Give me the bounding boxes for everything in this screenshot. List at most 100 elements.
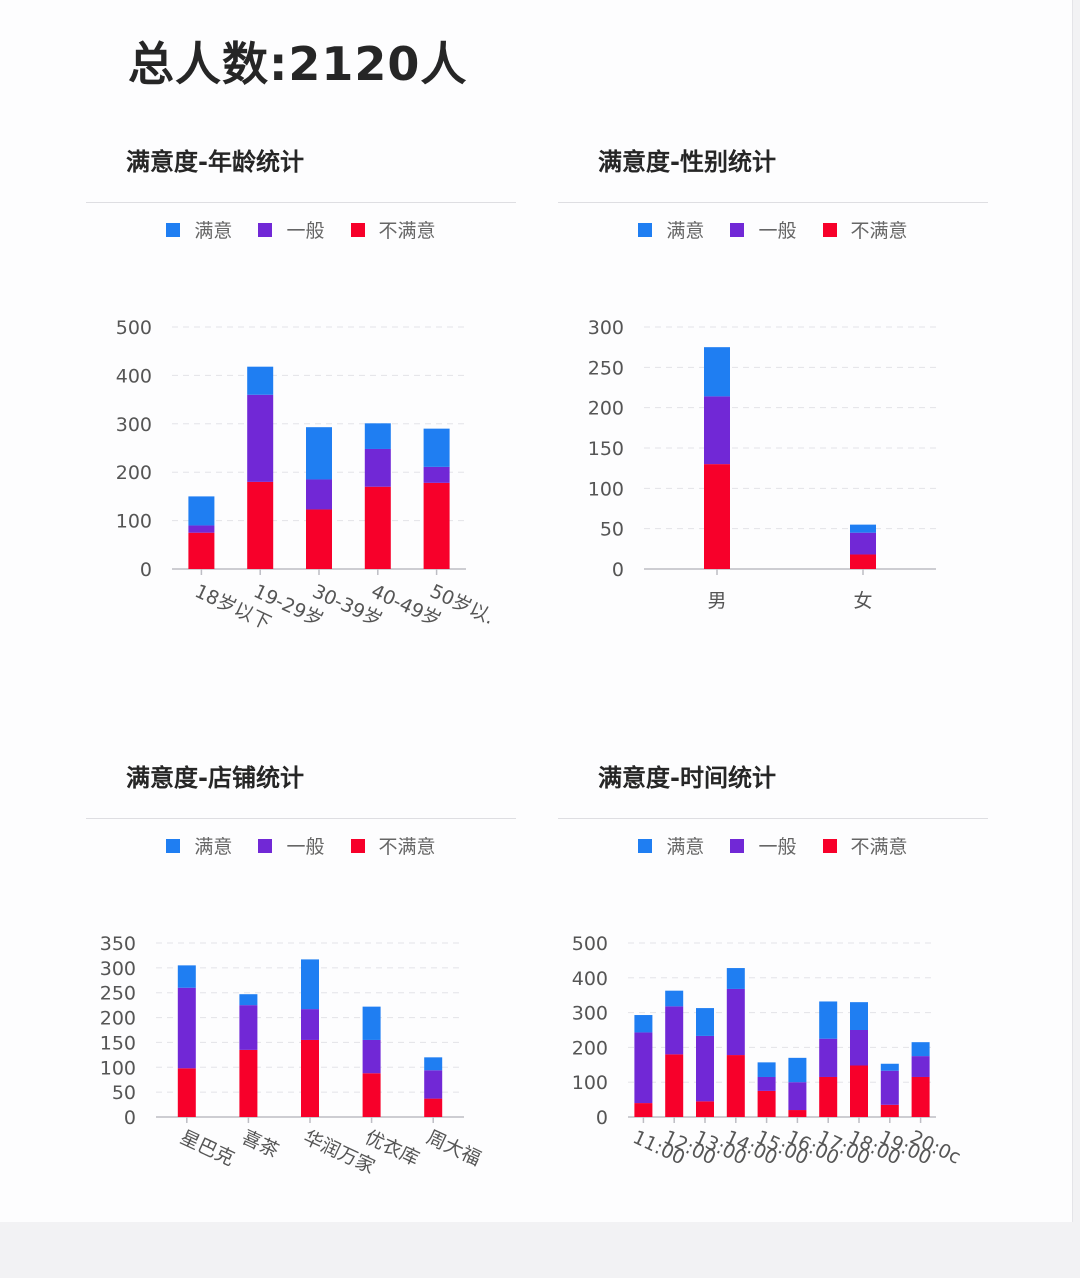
bar-segment[interactable]: [757, 1076, 776, 1091]
bar-segment[interactable]: [850, 1002, 868, 1030]
y-tick-label: 200: [572, 1037, 608, 1059]
bar-segment[interactable]: [247, 481, 274, 569]
bar-segment[interactable]: [911, 1042, 930, 1057]
legend-item-unsatisfied[interactable]: 不满意: [822, 832, 908, 859]
bar-segment[interactable]: [188, 525, 215, 533]
bar-segment[interactable]: [247, 394, 274, 482]
bar-segment[interactable]: [301, 1039, 319, 1117]
y-tick-label: 500: [572, 933, 608, 955]
bar-segment[interactable]: [362, 1039, 381, 1074]
y-tick-label: 100: [572, 1072, 608, 1094]
bar-segment[interactable]: [757, 1090, 776, 1117]
legend-label: 一般: [286, 836, 325, 858]
bar-segment[interactable]: [364, 486, 391, 569]
bar-segment[interactable]: [306, 479, 332, 510]
bar-segment[interactable]: [423, 466, 450, 483]
bar-segment[interactable]: [364, 423, 391, 449]
bar-segment[interactable]: [362, 1073, 381, 1117]
bar-segment[interactable]: [424, 1098, 443, 1117]
bar-segment[interactable]: [819, 1001, 838, 1039]
bar-segment[interactable]: [880, 1063, 899, 1071]
panel-gender: 满意度-性别统计 满意 一般 不满意 0 50 100 150 200 250 300 男 女: [558, 142, 988, 662]
bar-segment[interactable]: [177, 987, 196, 1069]
bar-segment[interactable]: [696, 1008, 714, 1036]
legend-label: 不满意: [850, 836, 908, 858]
bar-segment[interactable]: [850, 524, 876, 533]
legend-swatch: [822, 222, 837, 237]
bar-segment[interactable]: [424, 1070, 443, 1099]
bar-segment[interactable]: [788, 1057, 807, 1083]
bar-segment[interactable]: [634, 1015, 653, 1033]
bar-segment[interactable]: [788, 1110, 807, 1117]
bar-segment[interactable]: [306, 509, 332, 569]
legend-label: 满意: [194, 836, 233, 858]
bar-segment[interactable]: [424, 1057, 443, 1071]
legend-item-satisfied[interactable]: 满意: [166, 832, 232, 859]
bar-segment[interactable]: [247, 366, 274, 395]
bar-segment[interactable]: [364, 448, 391, 487]
bar-segment[interactable]: [665, 990, 684, 1007]
legend-label: 满意: [666, 836, 705, 858]
bar-segment[interactable]: [880, 1070, 899, 1105]
bar-segment[interactable]: [177, 1068, 196, 1117]
bar-segment[interactable]: [423, 482, 450, 569]
legend-swatch: [638, 838, 653, 853]
x-tick-label: 星巴克: [177, 1126, 238, 1170]
bar-segment[interactable]: [726, 1055, 745, 1117]
bar-segment[interactable]: [239, 994, 258, 1006]
bar-segment[interactable]: [704, 347, 730, 397]
legend-item-unsatisfied[interactable]: 不满意: [350, 216, 436, 243]
legend-item-satisfied[interactable]: 满意: [638, 832, 704, 859]
bar-segment[interactable]: [665, 1054, 684, 1117]
bar-segment[interactable]: [696, 1035, 714, 1102]
bar-segment[interactable]: [880, 1104, 899, 1117]
bar-segment[interactable]: [726, 968, 745, 989]
bar-segment[interactable]: [911, 1056, 930, 1077]
chart-legend: 满意 一般 不满意: [86, 216, 516, 243]
legend-item-satisfied[interactable]: 满意: [166, 216, 232, 243]
bar-segment[interactable]: [850, 532, 876, 555]
panel-divider: [86, 818, 516, 819]
bar-segment[interactable]: [819, 1076, 838, 1117]
bar-segment[interactable]: [362, 1006, 381, 1040]
bar-segment[interactable]: [177, 965, 196, 988]
bar-segment[interactable]: [188, 532, 215, 569]
bar-segment[interactable]: [423, 428, 450, 467]
bar-segment[interactable]: [819, 1038, 838, 1077]
bar-segment[interactable]: [665, 1006, 684, 1055]
bar-segment[interactable]: [757, 1062, 776, 1077]
chart-time: 010020030040050011:0012:0013:0014:0015:0…: [572, 933, 964, 1169]
bar-segment[interactable]: [239, 1005, 258, 1050]
bar-segment[interactable]: [188, 496, 215, 526]
legend-item-neutral[interactable]: 一般: [258, 216, 325, 243]
chart-legend: 满意 一般 不满意: [558, 216, 988, 243]
bar-segment[interactable]: [696, 1101, 714, 1117]
bar-segment[interactable]: [726, 988, 745, 1056]
bar-segment[interactable]: [850, 1030, 868, 1066]
bar-segment[interactable]: [704, 464, 730, 569]
legend-item-neutral[interactable]: 一般: [730, 832, 797, 859]
legend-item-neutral[interactable]: 一般: [258, 832, 325, 859]
y-tick-label: 250: [100, 983, 136, 1005]
bar-segment[interactable]: [306, 427, 332, 480]
bar-segment[interactable]: [239, 1049, 258, 1117]
legend-item-unsatisfied[interactable]: 不满意: [822, 216, 908, 243]
bar-segment[interactable]: [704, 396, 730, 465]
panel-time: 满意度-时间统计 满意 一般 不满意 0 100 200 300 400 500 11:00…: [558, 758, 988, 1278]
legend-item-satisfied[interactable]: 满意: [638, 216, 704, 243]
bar-segment[interactable]: [850, 1065, 868, 1117]
bar-segment[interactable]: [850, 554, 876, 569]
y-tick-label: 0: [124, 1107, 136, 1129]
bar-segment[interactable]: [634, 1103, 653, 1117]
bar-segment[interactable]: [301, 959, 319, 1010]
chart-gender: 0 50 100 150 200 250 300 男 女: [588, 317, 936, 612]
legend-item-unsatisfied[interactable]: 不满意: [350, 832, 436, 859]
legend-item-neutral[interactable]: 一般: [730, 216, 797, 243]
legend-swatch: [822, 838, 837, 853]
bar-segment[interactable]: [634, 1032, 653, 1104]
bar-segment[interactable]: [788, 1082, 807, 1111]
bar-segment[interactable]: [911, 1076, 930, 1117]
bar-segment[interactable]: [301, 1009, 319, 1040]
panel-store: 满意度-店铺统计 满意 一般 不满意 0 50 100 150 200 250 300 350…: [86, 758, 516, 1278]
y-tick-label: 150: [588, 438, 624, 460]
